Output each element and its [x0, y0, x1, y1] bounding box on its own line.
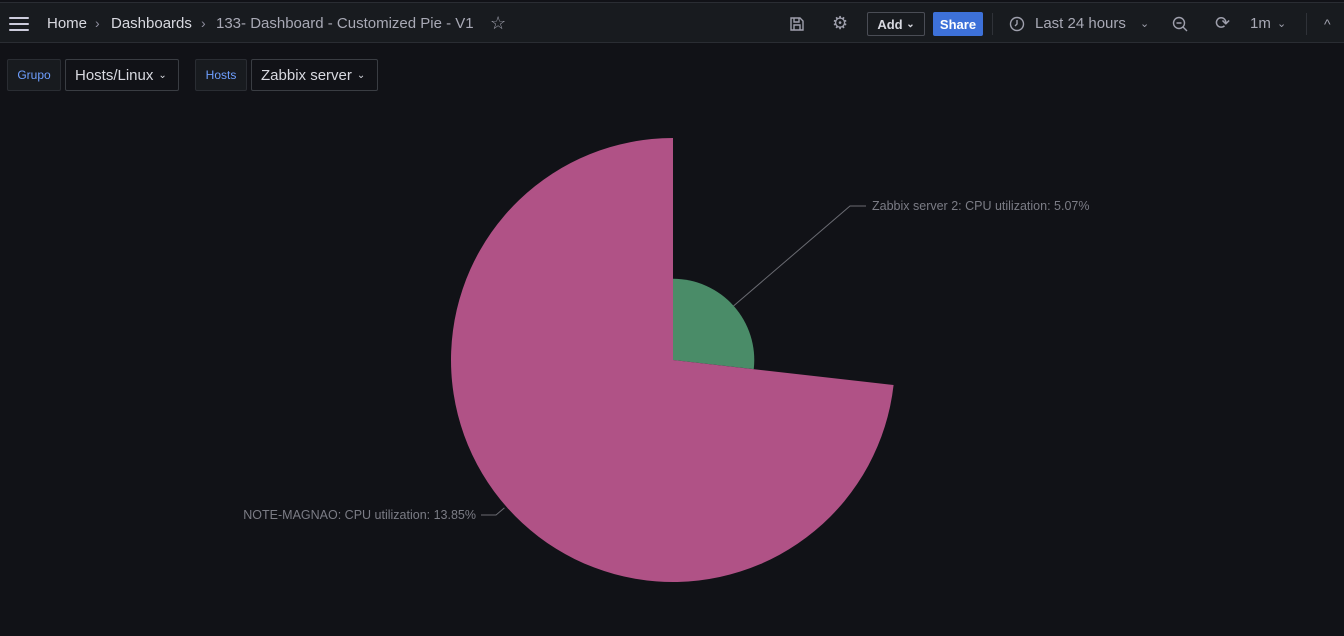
chevron-right-icon: ›: [201, 15, 206, 31]
variable-label-hosts: Hosts: [195, 59, 247, 91]
add-button[interactable]: Add ⌄: [867, 12, 925, 36]
breadcrumb-dashboards[interactable]: Dashboards: [111, 15, 192, 32]
chevron-right-icon: ›: [95, 15, 100, 31]
divider: [1306, 13, 1307, 35]
variable-select-grupo[interactable]: Hosts/Linux ⌄: [65, 59, 179, 91]
slice-label: Zabbix server 2: CPU utilization: 5.07%: [872, 199, 1089, 213]
chevron-down-icon: ⌄: [356, 69, 366, 81]
menu-icon[interactable]: [9, 17, 29, 31]
breadcrumb-home[interactable]: Home: [47, 15, 88, 32]
pie-slice[interactable]: [673, 278, 755, 370]
divider: [992, 13, 993, 35]
chevron-up-icon[interactable]: ^: [1324, 16, 1331, 32]
leader-line: [481, 507, 505, 516]
chevron-down-icon[interactable]: ⌄: [1277, 18, 1287, 30]
refresh-icon[interactable]: ⟳: [1215, 13, 1231, 33]
add-label: Add: [877, 16, 903, 32]
save-icon[interactable]: [789, 16, 805, 36]
variable-label-grupo: Grupo: [7, 59, 61, 91]
slice-label: NOTE-MAGNAO: CPU utilization: 13.85%: [243, 508, 476, 522]
leader-line: [733, 205, 866, 307]
share-button[interactable]: Share: [933, 12, 983, 36]
pie-slice[interactable]: [451, 138, 894, 582]
gear-icon[interactable]: ⚙: [832, 13, 849, 33]
variable-select-hosts[interactable]: Zabbix server ⌄: [251, 59, 378, 91]
clock-icon: [1009, 16, 1025, 36]
time-range-picker[interactable]: Last 24 hours: [1035, 15, 1126, 32]
star-icon[interactable]: ☆: [490, 13, 507, 33]
chevron-down-icon[interactable]: ⌄: [1140, 18, 1150, 30]
variable-value: Zabbix server: [261, 66, 352, 84]
chevron-down-icon: ⌄: [158, 69, 167, 81]
page-title: 133- Dashboard - Customized Pie - V1: [216, 15, 474, 32]
zoom-out-icon[interactable]: [1172, 16, 1189, 37]
top-navbar: Home › Dashboards › 133- Dashboard - Cus…: [0, 2, 1344, 43]
variable-value: Hosts/Linux: [75, 66, 154, 84]
chevron-down-icon: ⌄: [906, 18, 915, 30]
refresh-interval-picker[interactable]: 1m: [1250, 15, 1271, 32]
